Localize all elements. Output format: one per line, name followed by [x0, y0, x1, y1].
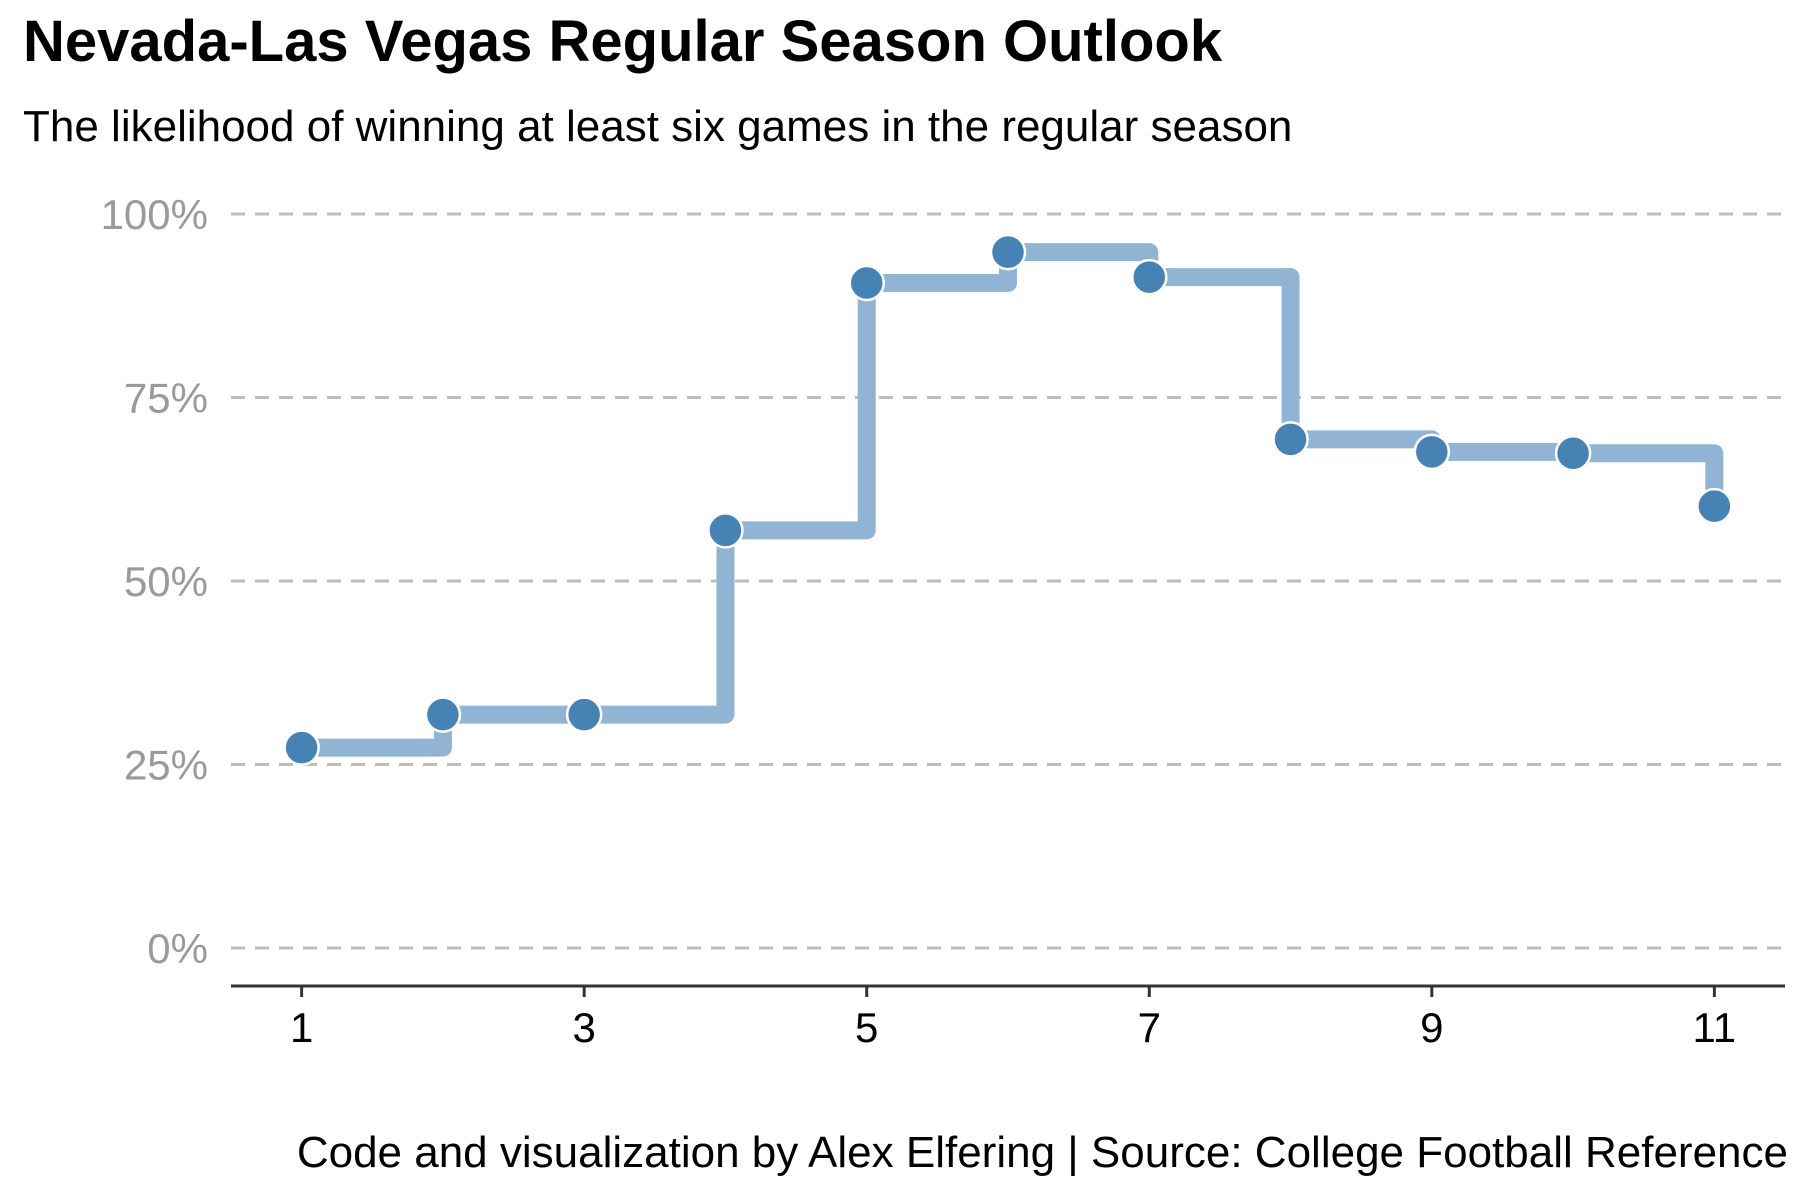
data-point	[283, 729, 320, 766]
y-tick-label: 100%	[101, 191, 208, 238]
data-points	[283, 233, 1733, 766]
x-tick-label: 9	[1420, 1004, 1443, 1051]
x-tick-label: 7	[1138, 1004, 1161, 1051]
data-point	[1413, 433, 1451, 471]
chart-title: Nevada-Las Vegas Regular Season Outlook	[23, 9, 1223, 74]
data-point	[1554, 435, 1592, 472]
gridlines	[231, 212, 1785, 950]
data-point	[989, 233, 1027, 271]
y-tick-label: 75%	[124, 375, 208, 422]
x-axis-ticks: 1 3 5 7 9 11	[290, 986, 1736, 1051]
data-point	[1131, 258, 1168, 296]
data-point	[1696, 487, 1733, 525]
data-point	[1272, 421, 1309, 458]
series	[292, 243, 1724, 757]
step-line	[292, 243, 1724, 757]
data-point	[424, 696, 462, 733]
y-axis-ticks: 0% 25% 50% 75% 100%	[101, 191, 208, 972]
data-point	[707, 512, 744, 549]
x-tick-label: 3	[573, 1004, 596, 1051]
data-point	[848, 264, 885, 302]
x-tick-label: 1	[290, 1004, 313, 1051]
chart-subtitle: The likelihood of winning at least six g…	[23, 102, 1293, 151]
chart-caption: Code and visualization by Alex Elfering …	[296, 1128, 1788, 1177]
y-tick-label: 0%	[147, 925, 208, 972]
y-tick-label: 25%	[124, 742, 208, 789]
data-point	[565, 696, 603, 733]
y-tick-label: 50%	[124, 558, 208, 605]
x-tick-label: 5	[855, 1004, 878, 1051]
x-tick-label: 11	[1693, 1004, 1737, 1051]
